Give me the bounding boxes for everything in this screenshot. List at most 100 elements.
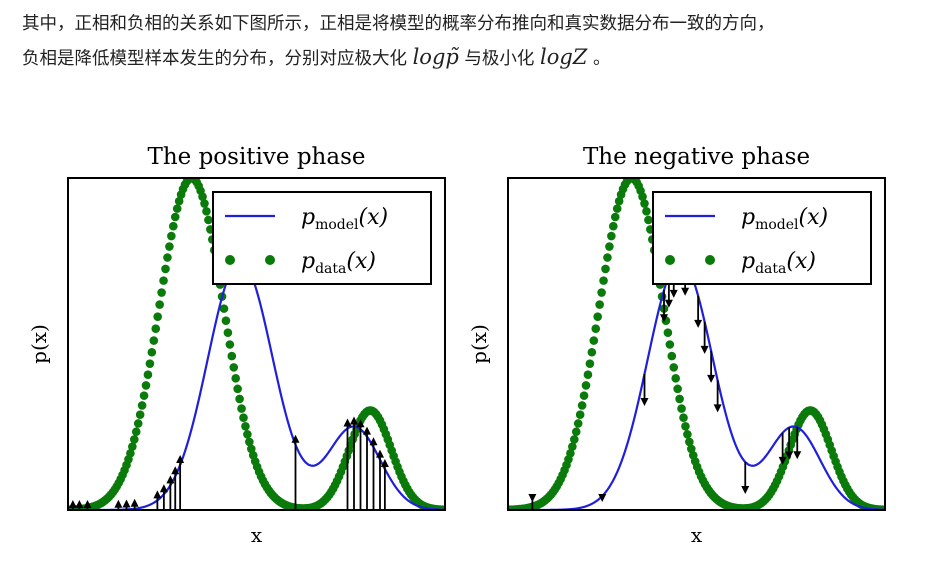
arrow	[291, 434, 300, 510]
data-point	[145, 359, 155, 368]
arrow	[176, 455, 185, 510]
data-point	[245, 437, 254, 447]
arrows	[68, 416, 389, 510]
description-paragraph: 其中，正相和负相的关系如下图所示，正相是将模型的概率分布推向和真实数据分布一致的…	[22, 8, 922, 76]
data-point	[163, 253, 172, 262]
data-point	[612, 204, 622, 213]
data-point	[221, 316, 231, 326]
arrow	[713, 380, 722, 413]
arrow	[598, 494, 607, 502]
arrows	[528, 263, 802, 510]
arrow	[707, 350, 716, 383]
data-point	[229, 363, 239, 372]
arrow	[778, 432, 787, 465]
data-point	[170, 212, 180, 222]
data-point	[610, 212, 620, 222]
data-point	[675, 394, 684, 404]
x-axis-label: x	[251, 523, 263, 547]
data-point	[143, 370, 153, 380]
data-point	[607, 231, 616, 241]
data-point	[202, 207, 211, 216]
arrow	[640, 374, 649, 407]
data-point	[597, 288, 606, 297]
data-point	[585, 359, 595, 368]
arrow	[528, 494, 537, 510]
data-point	[673, 384, 682, 394]
chart-title: The positive phase	[148, 144, 366, 170]
data-point	[599, 276, 608, 285]
data-point	[581, 381, 591, 390]
data-point	[677, 404, 686, 413]
data-point	[241, 421, 250, 431]
data-point	[243, 430, 252, 439]
line2-text-mid: 与极小化	[464, 49, 535, 69]
legend-entry-data: pdata(x)	[225, 249, 376, 277]
data-point	[601, 264, 610, 274]
data-point	[139, 391, 149, 400]
data-point	[593, 312, 602, 321]
data-point	[591, 324, 601, 334]
data-point	[131, 427, 141, 437]
math-log-z: logZ	[539, 45, 588, 69]
data-point	[126, 448, 135, 458]
data-point	[165, 242, 174, 251]
data-point	[130, 435, 139, 444]
svg-text:pmodel(x): pmodel(x)	[301, 205, 388, 233]
data-point	[667, 351, 677, 361]
data-point	[638, 192, 647, 201]
data-point	[566, 448, 575, 458]
arrow	[369, 437, 378, 510]
data-point	[167, 231, 176, 241]
data-point	[665, 340, 675, 349]
chart-title: The negative phase	[583, 144, 810, 170]
data-point	[571, 427, 581, 437]
data-point	[587, 347, 597, 357]
data-point	[609, 221, 618, 231]
data-point	[237, 404, 246, 413]
data-point	[161, 264, 170, 274]
data-point	[172, 204, 182, 213]
data-point	[583, 370, 593, 380]
arrow	[785, 427, 794, 460]
data-point	[239, 413, 248, 422]
data-point	[223, 328, 233, 337]
plot-frame	[507, 177, 886, 511]
data-point	[151, 324, 161, 334]
plot-area	[508, 178, 885, 510]
data-point	[204, 215, 213, 225]
data-point	[575, 410, 585, 420]
line2-text-post: 。	[592, 49, 611, 69]
data-point	[603, 253, 612, 262]
data-point	[614, 196, 624, 206]
data-point	[147, 347, 157, 357]
data-point	[235, 394, 244, 404]
arrow	[153, 490, 162, 510]
data-point	[157, 288, 166, 297]
data-point	[683, 430, 692, 439]
data-point	[155, 300, 164, 309]
arrow	[793, 427, 802, 460]
data-point	[135, 410, 145, 420]
arrow	[356, 419, 365, 510]
data-point	[679, 413, 688, 422]
data-point	[149, 336, 159, 345]
data-point	[669, 363, 679, 372]
data-point	[198, 192, 207, 201]
legend-entry-model: pmodel(x)	[665, 205, 828, 233]
arrow	[114, 499, 123, 510]
data-point	[663, 328, 673, 337]
data-point	[577, 401, 587, 410]
arrow	[380, 458, 389, 510]
legend: pmodel(x) pdata(x)	[212, 191, 432, 285]
data-point	[579, 391, 589, 400]
arrow	[166, 475, 175, 510]
data-point	[141, 381, 151, 390]
data-point	[685, 437, 694, 447]
arrow	[350, 416, 358, 510]
description-line-1: 其中，正相和负相的关系如下图所示，正相是将模型的概率分布推向和真实数据分布一致的…	[22, 8, 922, 41]
data-point	[671, 374, 680, 383]
arrow	[660, 290, 668, 323]
data-point	[137, 401, 147, 410]
data-point	[153, 312, 162, 321]
description-line-2: 负相是降低模型样本发生的分布，分别对应极大化 logp̃ 与极小化 logZ 。	[22, 41, 922, 76]
